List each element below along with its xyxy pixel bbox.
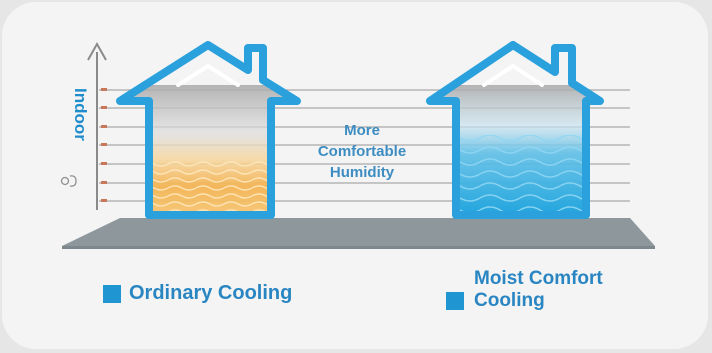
center-annotation-line-3: Humidity — [329, 164, 395, 181]
ordinary-cooling-house — [116, 41, 301, 219]
legend-swatch-ordinary — [103, 285, 121, 303]
center-annotation-line-1: More — [344, 122, 380, 139]
legend-label-moist-line-2: Cooling — [474, 290, 545, 311]
legend-moist-comfort-cooling: Moist Comfort Cooling — [446, 268, 603, 312]
legend-label-moist: Moist Comfort Cooling — [474, 268, 603, 312]
center-annotation: More Comfortable Humidity — [298, 120, 426, 183]
indoor-axis-label: Indoor — [71, 88, 90, 141]
center-annotation-line-2: Comfortable — [317, 143, 407, 160]
indoor-axis-arrow — [87, 41, 107, 210]
moist-comfort-cooling-house — [426, 41, 604, 219]
legend-swatch-moist — [446, 292, 464, 310]
ground-plane — [62, 218, 655, 246]
legend-label-moist-line-1: Moist Comfort — [474, 268, 603, 289]
thermometer-icon — [60, 175, 77, 187]
legend-ordinary-cooling: Ordinary Cooling — [103, 282, 292, 304]
legend-label-ordinary: Ordinary Cooling — [129, 282, 293, 304]
